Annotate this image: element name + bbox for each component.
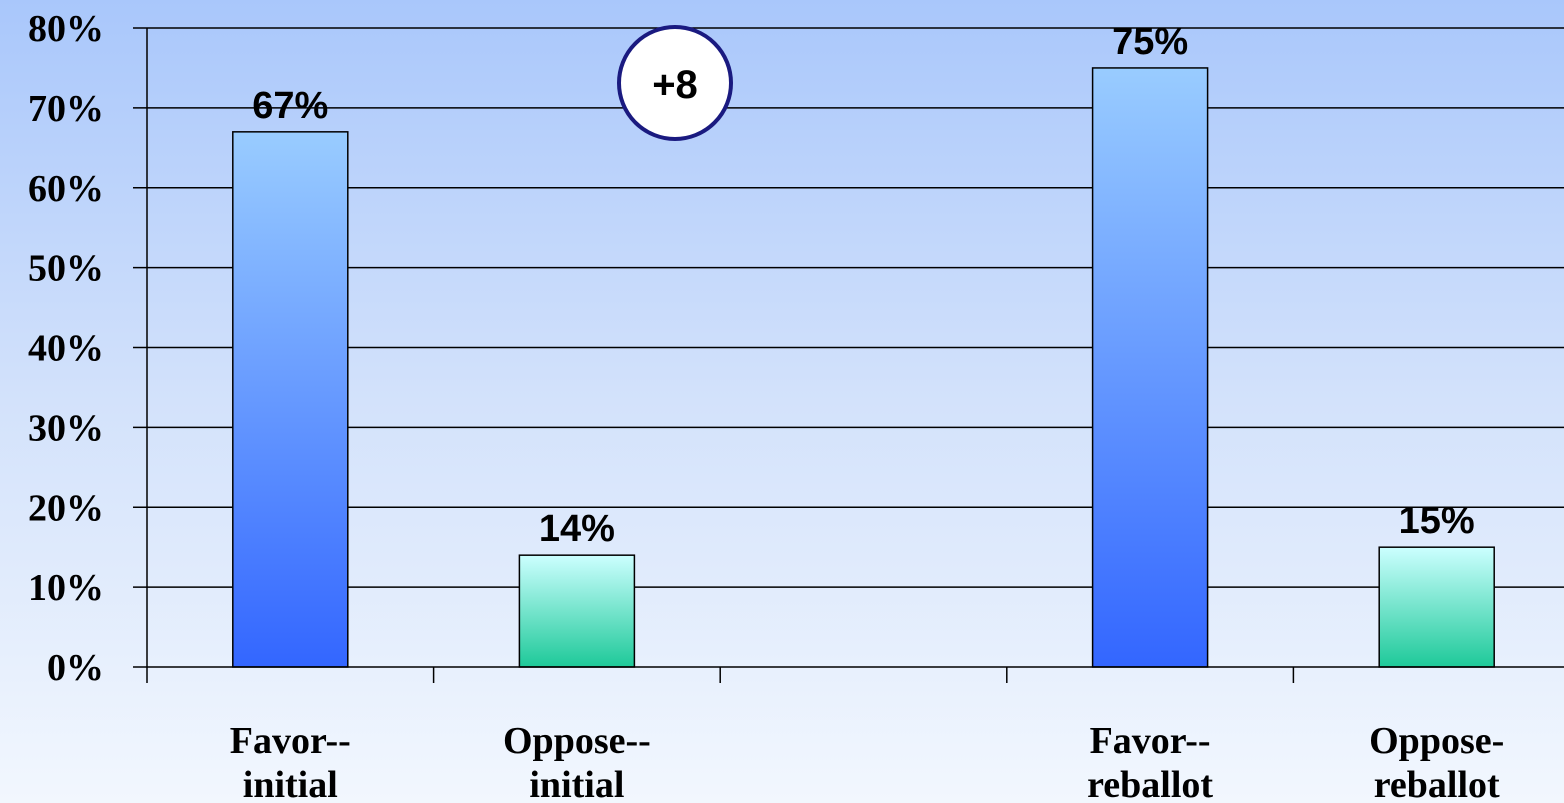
bars xyxy=(232,67,1495,668)
labels: 0%10%20%30%40%50%60%70%80%67%Favor--init… xyxy=(28,8,1504,803)
y-tick-label: 40% xyxy=(28,328,104,370)
y-tick-label: 10% xyxy=(28,567,104,609)
data-label: 15% xyxy=(1399,500,1475,542)
badge-circle xyxy=(617,25,733,141)
category-label: Oppose-- xyxy=(503,720,651,762)
y-tick-label: 50% xyxy=(28,248,104,290)
bar xyxy=(1378,546,1495,668)
badge-text: +8 xyxy=(652,63,698,107)
y-tick-label: 0% xyxy=(47,647,104,689)
category-label: initial xyxy=(243,764,338,803)
axes xyxy=(133,27,1564,683)
bar xyxy=(1091,67,1209,668)
category-label: Favor-- xyxy=(1090,720,1211,762)
difference-badge: +8 xyxy=(617,25,733,141)
bar xyxy=(518,554,636,668)
category-label: initial xyxy=(529,764,624,803)
data-label: 14% xyxy=(539,508,615,550)
data-label: 67% xyxy=(252,85,328,127)
category-label: reballot xyxy=(1087,764,1213,803)
y-tick-label: 70% xyxy=(28,88,104,130)
y-tick-label: 30% xyxy=(28,407,104,449)
y-tick-label: 80% xyxy=(28,8,104,50)
y-tick-label: 60% xyxy=(28,168,104,210)
category-label: Favor-- xyxy=(230,720,351,762)
category-label: reballot xyxy=(1374,764,1500,803)
gridlines xyxy=(147,27,1564,588)
category-label: Oppose- xyxy=(1369,720,1504,762)
bar xyxy=(232,131,349,668)
data-label: 75% xyxy=(1112,21,1188,63)
y-tick-label: 20% xyxy=(28,487,104,529)
